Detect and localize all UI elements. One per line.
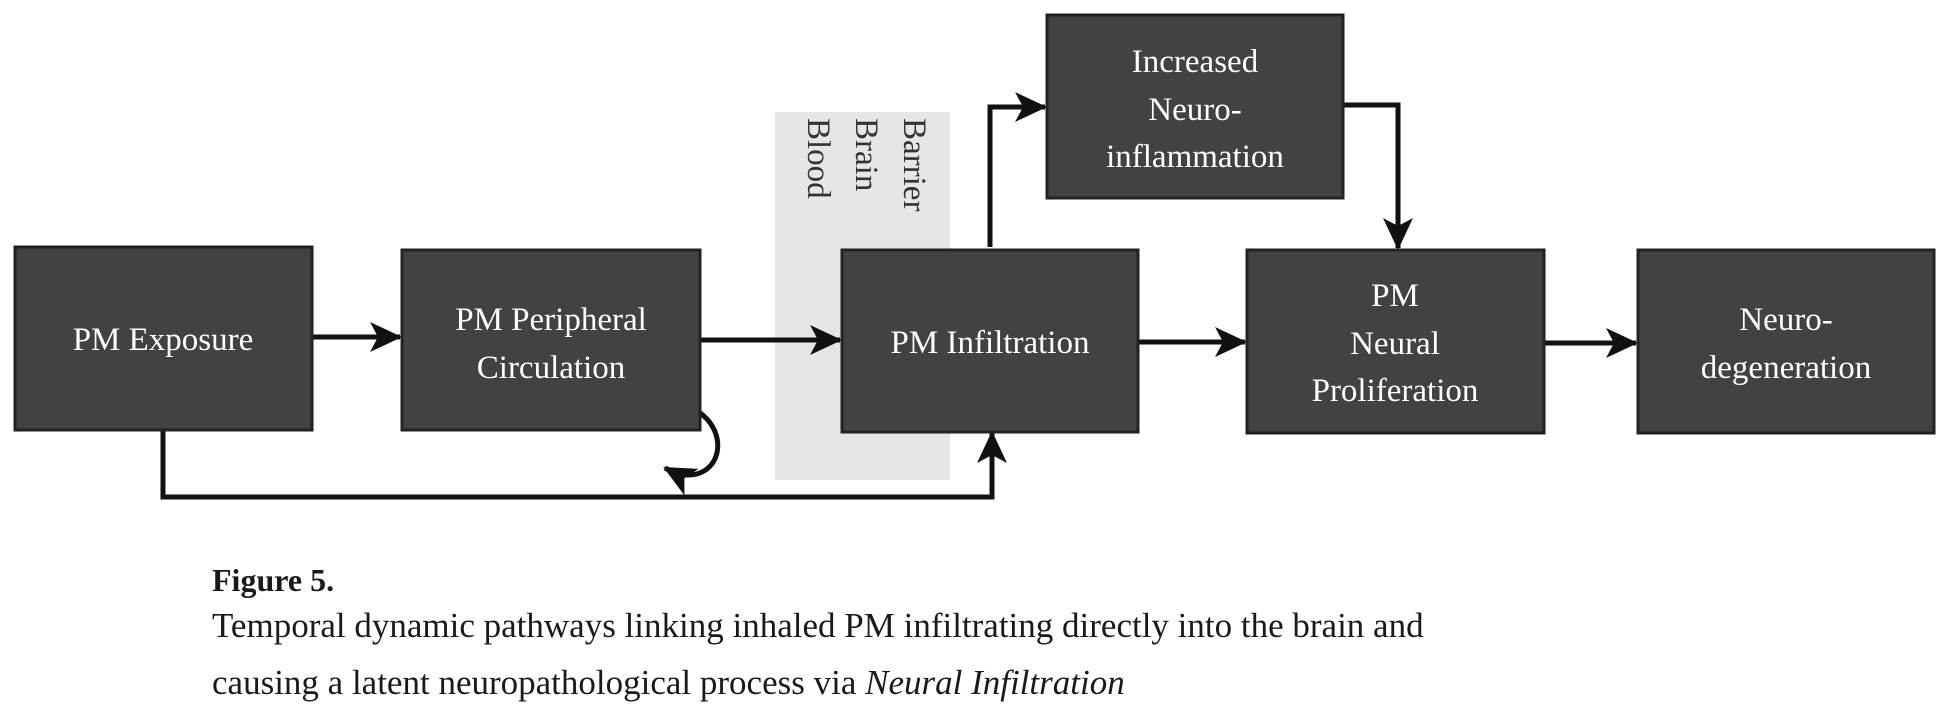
node-neuroinflammation: Increased Neuro- inflammation [1045,13,1345,200]
node-neuroinflammation-box [1045,13,1345,200]
node-neurodegeneration: Neuro- degeneration [1636,248,1936,435]
blood-brain-barrier-label: Blood Brain Barrier [800,118,932,211]
node-peripheral-circulation-box [400,248,702,432]
node-pm-exposure: PM Exposure [13,245,314,432]
arrow-infiltration-to-neuroinflammation [987,92,1047,247]
node-neural-proliferation-label-line-1: PM [1371,278,1419,314]
node-neurodegeneration-label-line-2: degeneration [1701,350,1871,386]
node-pm-exposure-label: PM Exposure [73,322,254,358]
figure-caption-title: Figure 5. [212,562,335,598]
arrow-neuroinflammation-to-proliferation [1343,102,1413,250]
node-neural-proliferation-label-line-3: Proliferation [1312,373,1479,409]
node-neuroinflammation-label-line-2: Neuro- [1148,92,1241,128]
bbb-label-line-3: Barrier [896,118,932,211]
node-peripheral-circulation-label-line-1: PM Peripheral [455,302,647,338]
figure-caption-line-2: causing a latent neuropathological proce… [212,663,1125,703]
bbb-label-line-1: Blood [800,118,836,199]
figure-caption-line-1: Temporal dynamic pathways linking inhale… [212,606,1424,645]
node-neuroinflammation-label-line-3: inflammation [1106,139,1284,175]
node-neural-proliferation: PM Neural Proliferation [1245,248,1546,435]
bbb-label-line-2: Brain [848,118,884,191]
node-neural-proliferation-box [1245,248,1546,435]
node-neurodegeneration-box [1636,248,1936,435]
node-pm-exposure-box [13,245,314,432]
node-pm-infiltration: PM Infiltration [840,248,1140,434]
node-neuroinflammation-label-line-1: Increased [1132,44,1259,80]
node-neural-proliferation-label-line-2: Neural [1350,326,1440,362]
node-neurodegeneration-label-line-1: Neuro- [1739,302,1832,338]
node-peripheral-circulation-label-line-2: Circulation [477,350,625,386]
arrow-exposure-bypass-to-infiltration [160,431,1007,500]
connectors [160,92,1638,500]
figure-caption-emphasis: Neural Infiltration [865,663,1125,702]
node-pm-infiltration-label: PM Infiltration [891,325,1090,361]
figure-caption-line-2-text: causing a latent neuropathological proce… [212,663,866,702]
node-pm-infiltration-box [840,248,1140,434]
node-peripheral-circulation: PM Peripheral Circulation [400,248,702,432]
